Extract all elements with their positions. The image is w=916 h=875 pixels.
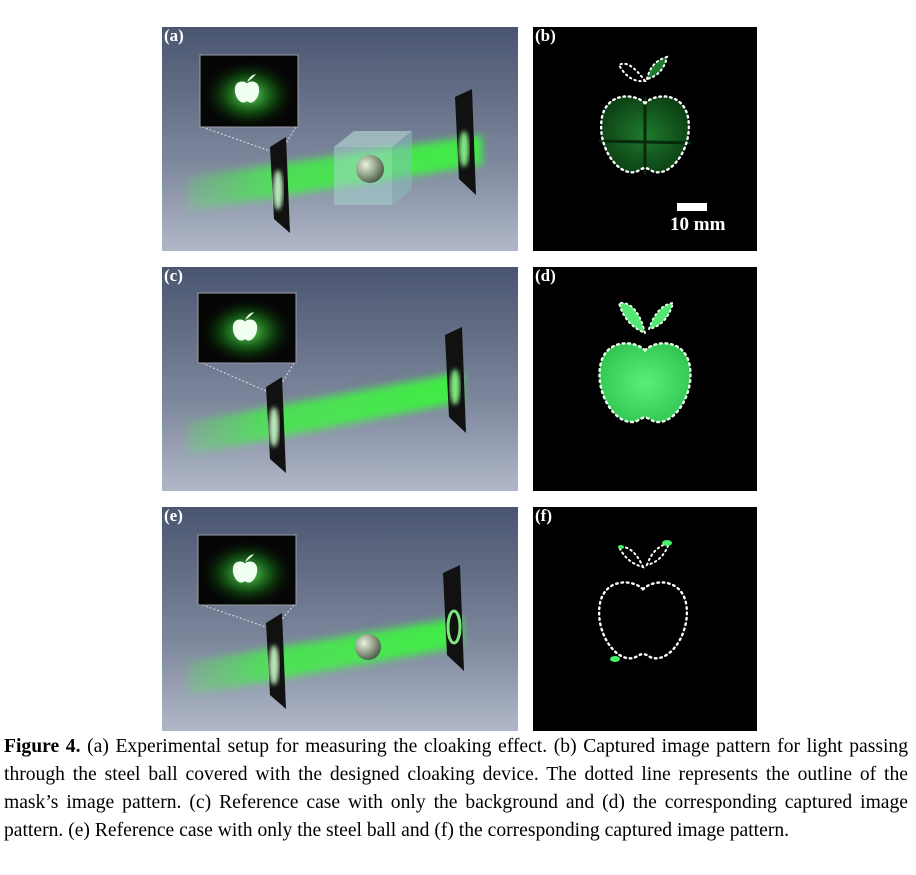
setup-diagram-e (162, 507, 518, 731)
panel-d-capture: (d) (533, 267, 757, 491)
capture-image-f (533, 507, 757, 731)
capture-image-b (533, 27, 757, 251)
figure-number: Figure 4. (4, 736, 81, 757)
panel-label: (b) (535, 27, 556, 45)
panel-label: (f) (535, 507, 552, 525)
panel-label: (d) (535, 267, 556, 285)
panel-f-capture: (f) (533, 507, 757, 731)
panel-a-setup: (a) (162, 27, 518, 251)
panel-label: (a) (164, 27, 184, 45)
cloaking-cube (334, 131, 412, 205)
panel-b-capture: (b) 10 mm (533, 27, 757, 251)
scale-bar (677, 203, 707, 211)
setup-diagram-a (162, 27, 518, 251)
panel-label: (e) (164, 507, 183, 525)
scale-bar-label: 10 mm (670, 214, 726, 235)
figure-caption: Figure 4. (a) Experimental setup for mea… (4, 733, 908, 845)
caption-text: (a) Experimental setup for measuring the… (4, 736, 908, 841)
setup-diagram-c (162, 267, 518, 491)
capture-image-d (533, 267, 757, 491)
panel-c-setup: (c) (162, 267, 518, 491)
panel-label: (c) (164, 267, 183, 285)
panel-e-setup: (e) (162, 507, 518, 731)
